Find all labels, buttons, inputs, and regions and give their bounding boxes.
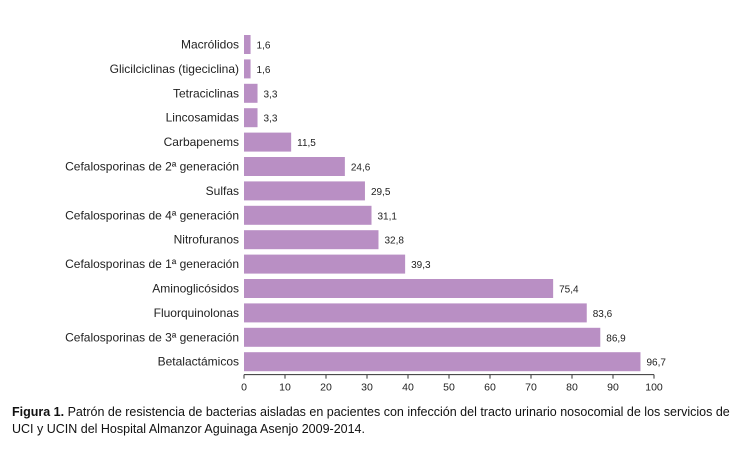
bar (244, 352, 641, 372)
bar (244, 157, 345, 176)
x-tick-label: 100 (645, 382, 663, 394)
value-label: 3,3 (264, 114, 278, 125)
value-label: 39,3 (411, 260, 431, 271)
x-tick-label: 40 (402, 382, 414, 394)
category-label: Fluorquinolonas (154, 306, 239, 320)
bar (244, 181, 365, 201)
value-label: 86,9 (606, 333, 626, 344)
value-label: 83,6 (593, 309, 613, 320)
caption-text: Patrón de resistencia de bacterias aisla… (12, 405, 730, 436)
x-tick-label: 10 (279, 382, 291, 394)
x-tick-label: 0 (241, 382, 247, 394)
value-label: 31,1 (378, 211, 398, 222)
category-label: Cefalosporinas de 4ª generación (65, 208, 239, 222)
bar (244, 59, 251, 79)
category-label: Betalactámicos (158, 355, 239, 369)
category-label: Glicilciclinas (tigeciclina) (110, 62, 239, 76)
value-label: 1,6 (257, 41, 271, 52)
value-label: 11,5 (297, 138, 316, 149)
bar (244, 303, 587, 323)
category-label: Cefalosporinas de 1ª generación (65, 257, 239, 271)
bar (244, 83, 258, 103)
value-label: 32,8 (384, 236, 404, 247)
x-tick-label: 70 (525, 382, 537, 394)
category-label: Tetraciclinas (173, 86, 239, 100)
bar (244, 35, 251, 54)
bar (244, 132, 292, 152)
value-label: 3,3 (264, 89, 278, 100)
bar (244, 279, 554, 298)
bar (244, 205, 372, 225)
x-tick-label: 90 (607, 382, 619, 394)
x-tick-label: 60 (484, 382, 496, 394)
value-label: 96,7 (646, 358, 666, 369)
bars-group (244, 35, 641, 372)
category-label: Nitrofuranos (174, 233, 239, 247)
category-label: Sulfas (206, 184, 239, 198)
x-tick-label: 80 (566, 382, 578, 394)
category-label: Macrólidos (181, 38, 239, 52)
bar (244, 254, 406, 274)
category-label: Lincosamidas (166, 111, 239, 125)
x-axis: 0 10 20 30 40 50 60 70 80 90 100 (241, 374, 663, 394)
value-label: 29,5 (371, 187, 391, 198)
figure-caption: Figura 1. Patrón de resistencia de bacte… (12, 404, 740, 438)
x-tick-label: 30 (361, 382, 373, 394)
value-label: 24,6 (351, 163, 371, 174)
category-label: Cefalosporinas de 3ª generación (65, 330, 239, 344)
category-label: Carbapenems (164, 135, 239, 149)
category-label: Aminoglicósidos (152, 282, 239, 296)
caption-label: Figura 1. (12, 405, 65, 419)
value-label: 1,6 (257, 65, 271, 76)
x-tick-label: 50 (443, 382, 455, 394)
x-tick-label: 20 (320, 382, 332, 394)
bar (244, 230, 379, 250)
bar (244, 108, 258, 128)
bar (244, 327, 601, 347)
value-label: 75,4 (559, 285, 579, 296)
value-labels: 1,6 1,6 3,3 3,3 11,5 24,6 29,5 31,1 32,8 39,3 75,4… (257, 41, 667, 369)
category-labels: Macrólidos Glicilciclinas (tigeciclina) Te… (65, 38, 239, 369)
bar-chart: Macrólidos Glicilciclinas (tigeciclina) Te… (65, 35, 667, 394)
category-label: Cefalosporinas de 2ª generación (65, 160, 239, 174)
